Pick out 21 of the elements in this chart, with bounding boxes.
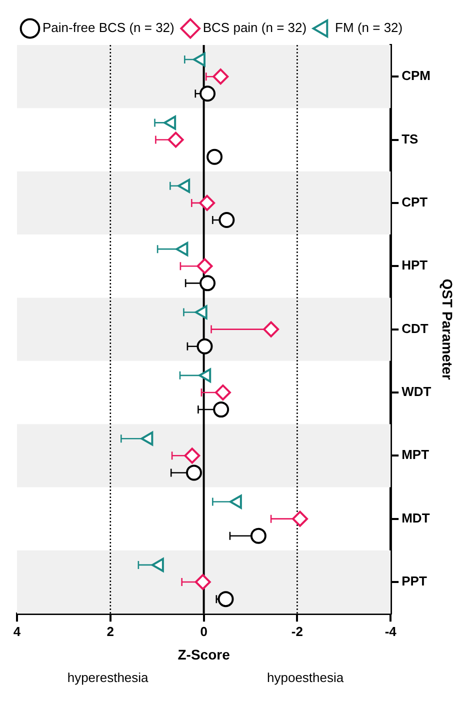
y-tick-label: MPT (402, 447, 430, 462)
y-tick-label: WDT (402, 384, 432, 400)
y-tick-label: TS (402, 131, 419, 146)
x-axis-title: Z-Score (178, 646, 230, 662)
x-tick-label: 2 (106, 624, 114, 639)
y-axis-title: QST Parameter (440, 278, 456, 380)
y-tick-label: HPT (402, 258, 428, 273)
y-tick-label: MDT (402, 510, 430, 526)
legend-label: BCS pain (n = 32) (202, 20, 307, 36)
text: hypoesthesia (267, 670, 344, 685)
x-tick-label: -2 (291, 624, 303, 639)
x-tick-label: 0 (200, 624, 208, 639)
text: hyperesthesia (67, 670, 148, 685)
x-tick-label: 4 (13, 624, 22, 639)
legend-label: FM (n = 32) (335, 20, 403, 36)
legend-label: Pain-free BCS (n = 32) (42, 20, 174, 36)
y-tick-label: PPT (402, 574, 427, 589)
y-tick-label: CDT (402, 320, 428, 336)
x-tick-label: -4 (384, 624, 398, 639)
y-tick-label: CPM (402, 68, 430, 84)
y-tick-label: CPT (402, 194, 428, 210)
